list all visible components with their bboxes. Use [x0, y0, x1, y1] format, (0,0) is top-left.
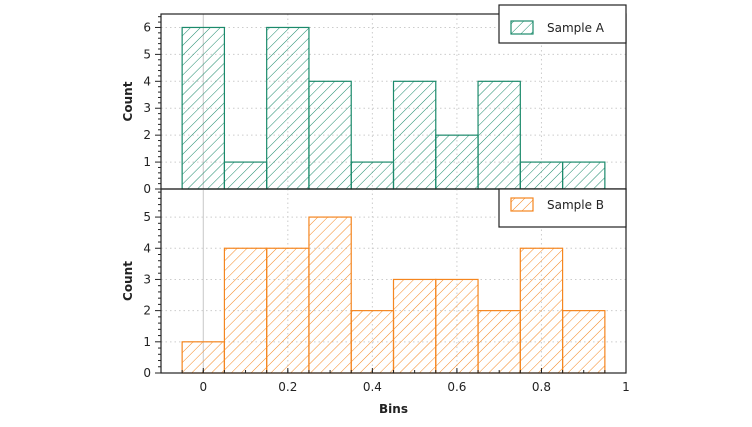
y-tick-label: 1	[143, 335, 151, 349]
y-axis-label: Count	[121, 81, 135, 121]
histogram-bar	[477, 310, 521, 374]
histogram-bar	[561, 310, 606, 374]
histogram-bar	[223, 161, 268, 190]
x-tick-label: 0.2	[278, 380, 297, 394]
y-tick-label: 6	[143, 20, 151, 34]
histogram-bar	[308, 216, 352, 374]
histogram-bar	[266, 247, 310, 374]
histogram-bar	[435, 278, 479, 374]
histogram-bar	[266, 26, 310, 190]
histogram-bar	[519, 247, 564, 374]
x-tick-label: 0.4	[363, 380, 382, 394]
x-tick-label: 0.8	[532, 380, 551, 394]
y-axis-label: Count	[121, 261, 135, 301]
histogram-bar	[223, 247, 268, 374]
y-tick-label: 5	[143, 210, 151, 224]
x-tick-label: 1	[622, 380, 630, 394]
y-tick-label: 4	[143, 74, 151, 88]
y-tick-label: 1	[143, 155, 151, 169]
panel-2: 0 1 2 3 4 5 Count 0 0.2 0.4 0.6 0.8 1 Bins Sample B	[121, 188, 630, 416]
y-tick-label: 5	[143, 47, 151, 61]
histogram-bar	[435, 134, 479, 190]
histogram-bar	[181, 26, 226, 190]
legend-swatch	[510, 20, 534, 35]
x-axis-label: Bins	[379, 402, 408, 416]
y-tick-label: 2	[143, 304, 151, 318]
x-tick-label: 0	[199, 380, 207, 394]
y-tick-label: 3	[143, 272, 151, 286]
histogram-bar	[392, 278, 437, 374]
histogram-bar	[392, 80, 437, 190]
plot-frame	[160, 188, 627, 374]
x-tick-label: 0.6	[447, 380, 466, 394]
y-tick-label: 3	[143, 101, 151, 115]
histogram-bar	[350, 310, 395, 374]
legend-label: Sample A	[547, 21, 605, 35]
histogram-bar	[477, 80, 521, 190]
y-tick-label: 4	[143, 241, 151, 255]
y-tick-label: 0	[143, 182, 151, 196]
legend: Sample B	[498, 188, 627, 228]
panel-1: 0 1 2 3 4 5 6 Count Sample A	[121, 4, 627, 196]
legend: Sample A	[498, 4, 627, 44]
legend-label: Sample B	[547, 198, 604, 212]
histogram-bar	[308, 80, 352, 190]
y-tick-label: 0	[143, 366, 151, 380]
y-tick-label: 2	[143, 128, 151, 142]
legend-swatch	[510, 197, 534, 212]
histogram-bar	[350, 161, 395, 190]
histogram-bar	[519, 161, 564, 190]
histogram-bar	[561, 161, 606, 190]
